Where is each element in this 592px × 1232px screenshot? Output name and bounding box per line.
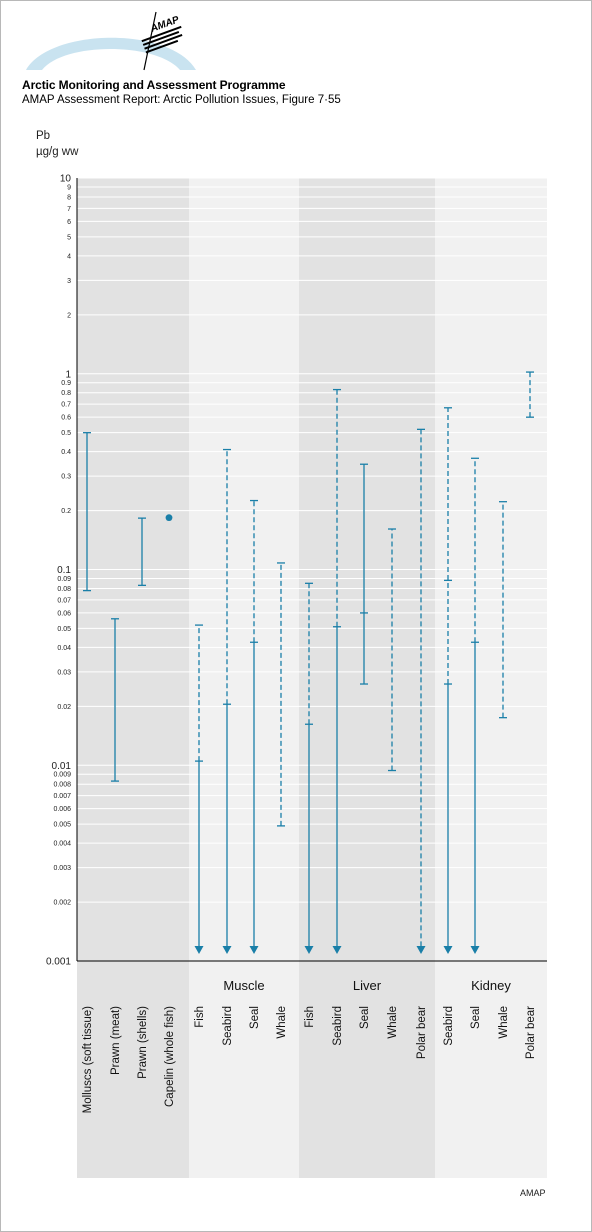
category-label: Seal [249,1006,261,1029]
category-label: Capelin (whole fish) [164,1006,176,1107]
y-tick-label: 0.7 [61,402,71,409]
category-label: Polar bear [416,1006,428,1059]
y-tick-label: 0.02 [57,704,71,711]
y-tick-label: 0.009 [53,772,71,779]
y-tick-label: 6 [67,219,71,226]
category-label: Fish [304,1006,316,1028]
amap-logo: AMAP [26,11,196,71]
y-tick-label: 0.6 [61,415,71,422]
group-background [435,178,547,1178]
category-label: Prawn (shells) [137,1006,149,1079]
y-tick-label: 9 [67,184,71,191]
category-label: Seal [470,1006,482,1029]
category-label: Whale [276,1006,288,1039]
y-tick-label: 0.006 [53,806,71,813]
y-tick-label: 7 [67,206,71,213]
group-background [77,178,189,1178]
y-tick-label: 0.03 [57,669,71,676]
y-tick-label: 1 [65,369,71,380]
category-label: Polar bear [525,1006,537,1059]
data-point [165,514,173,522]
y-tick-label: 0.07 [57,597,71,604]
category-label: Fish [194,1006,206,1028]
category-label: Whale [387,1006,399,1039]
y-tick-label: 0.2 [61,508,71,515]
y-tick-label: 0.01 [52,761,72,772]
y-axis-unit: µg/g ww [36,146,79,158]
y-tick-label: 3 [67,278,71,285]
y-tick-label: 2 [67,312,71,319]
below-detection-arrow [194,946,204,954]
y-tick-label: 0.008 [53,782,71,789]
below-detection-arrow [222,946,232,954]
category-label: Seabird [332,1006,344,1046]
category-label: Seabird [222,1006,234,1046]
y-tick-label: 0.003 [53,865,71,872]
below-detection-arrow [470,946,480,954]
y-axis-label: Pb [36,130,51,142]
y-tick-label: 4 [67,253,71,260]
y-tick-label: 8 [67,194,71,201]
below-detection-arrow [249,946,259,954]
y-tick-label: 0.9 [61,380,71,387]
report-subtitle: AMAP Assessment Report: Arctic Pollution… [22,94,341,106]
group-label: Kidney [471,978,511,993]
group-label: Muscle [223,978,264,993]
below-detection-arrow [443,946,453,954]
y-tick-label: 0.001 [46,957,71,968]
y-tick-label: 0.04 [57,645,71,652]
category-label: Whale [498,1006,510,1039]
y-tick-label: 0.1 [57,565,71,576]
group-background [299,178,435,1178]
report-title: Arctic Monitoring and Assessment Program… [22,78,286,92]
y-tick-label: 0.05 [57,626,71,633]
y-tick-label: 0.4 [61,449,71,456]
footer-credit: AMAP [520,1188,546,1198]
group-label: Liver [353,978,382,993]
below-detection-arrow [332,946,342,954]
category-label: Molluscs (soft tissue) [82,1006,94,1114]
category-label: Seal [359,1006,371,1029]
category-label: Prawn (meat) [110,1006,122,1075]
y-tick-label: 10 [60,174,72,185]
y-tick-label: 0.005 [53,822,71,829]
y-tick-label: 0.3 [61,474,71,481]
y-tick-label: 0.007 [53,793,71,800]
y-tick-label: 0.08 [57,586,71,593]
y-tick-label: 0.004 [53,841,71,848]
y-tick-label: 0.002 [53,900,71,907]
y-tick-label: 0.09 [57,576,71,583]
y-tick-label: 0.8 [61,390,71,397]
y-tick-label: 0.5 [61,430,71,437]
category-label: Seabird [443,1006,455,1046]
below-detection-arrow [304,946,314,954]
below-detection-arrow [416,946,426,954]
y-tick-label: 0.06 [57,610,71,617]
y-tick-label: 5 [67,234,71,241]
